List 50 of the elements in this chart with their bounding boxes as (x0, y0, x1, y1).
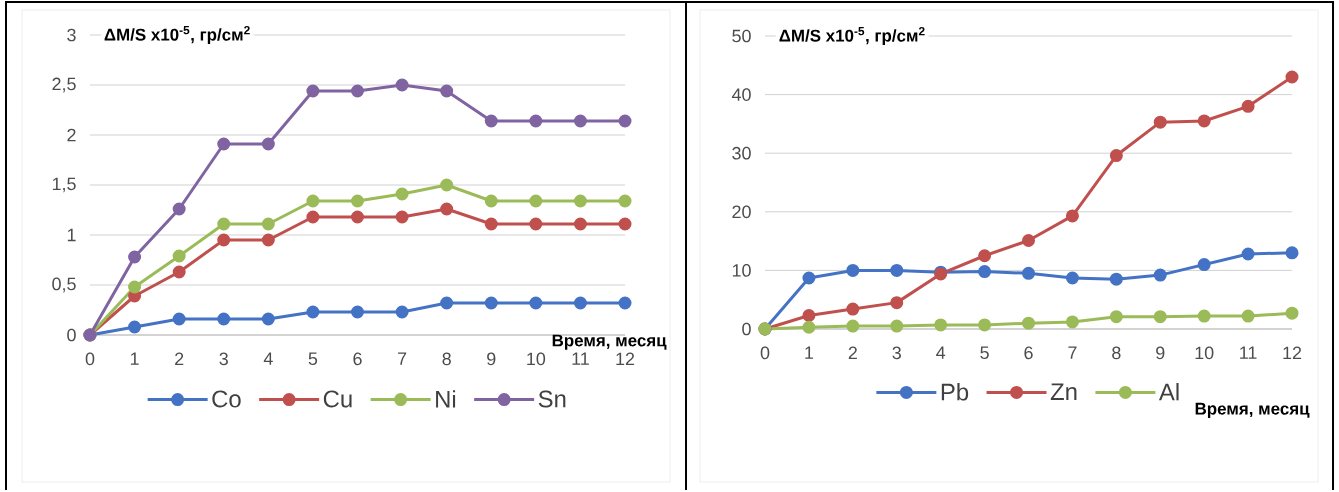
y-tick-label: 40 (731, 88, 751, 101)
y-axis-title: ΔM/S x10$^{-5}$, гр/см$^{2}$ (104, 25, 250, 45)
y-tick-label: 3 (67, 28, 76, 42)
x-tick-label: 0 (85, 352, 95, 366)
y-axis-title: ΔM/S x10$^{-5}$, гр/см$^{2}$ (779, 26, 925, 46)
legend-label: Zn (1050, 383, 1077, 400)
legend-label: Al (1158, 382, 1179, 401)
y-tick-label: 2 (67, 128, 76, 142)
y-tick-label: 0 (67, 328, 76, 342)
x-tick-label: 8 (442, 352, 451, 366)
x-tick-label: 11 (1240, 346, 1257, 359)
x-tick-label: 1 (130, 352, 139, 365)
x-tick-label: 9 (487, 352, 496, 366)
x-tick-label: 3 (892, 346, 901, 360)
x-tick-label: 10 (1195, 346, 1214, 360)
x-tick-label: 12 (616, 352, 635, 366)
x-tick-label: 6 (353, 352, 362, 366)
x-axis-title: Время, месяц (1195, 402, 1310, 419)
x-tick-label: 7 (1068, 346, 1077, 359)
x-tick-label: 8 (1112, 346, 1121, 360)
legend-label: Ni (436, 390, 456, 408)
y-tick-label: 1,5 (52, 177, 76, 193)
x-tick-label: 12 (1283, 346, 1302, 360)
x-tick-label: 2 (175, 352, 184, 366)
y-tick-label: 50 (732, 29, 751, 43)
x-tick-label: 9 (1156, 346, 1165, 360)
x-tick-label: 1 (805, 346, 814, 359)
y-tick-label: 0 (742, 322, 751, 336)
legend-label: Pb (941, 382, 969, 401)
y-tick-label: 30 (732, 146, 751, 160)
legend-label: Cu (323, 390, 352, 408)
x-tick-label: 4 (936, 346, 946, 359)
x-tick-label: 7 (398, 352, 407, 365)
y-tick-label: 1 (67, 228, 76, 242)
x-tick-label: 0 (760, 346, 770, 360)
y-tick-label: 10 (732, 264, 751, 277)
x-tick-label: 10 (527, 352, 546, 366)
y-tick-label: 0,5 (52, 277, 76, 293)
x-tick-label: 5 (980, 346, 989, 360)
y-tick-label: 20 (732, 205, 751, 219)
x-tick-label: 6 (1024, 346, 1033, 360)
legend-label: Sn (538, 390, 566, 408)
x-tick-label: 3 (219, 352, 228, 366)
x-tick-label: 2 (848, 346, 857, 360)
legend-label: Co (212, 390, 241, 408)
x-tick-label: 5 (308, 352, 318, 366)
x-axis-title: Время, месяц (552, 334, 667, 350)
y-tick-label: 2,5 (52, 77, 76, 93)
x-tick-label: 4 (263, 352, 273, 365)
x-tick-label: 11 (572, 352, 589, 365)
